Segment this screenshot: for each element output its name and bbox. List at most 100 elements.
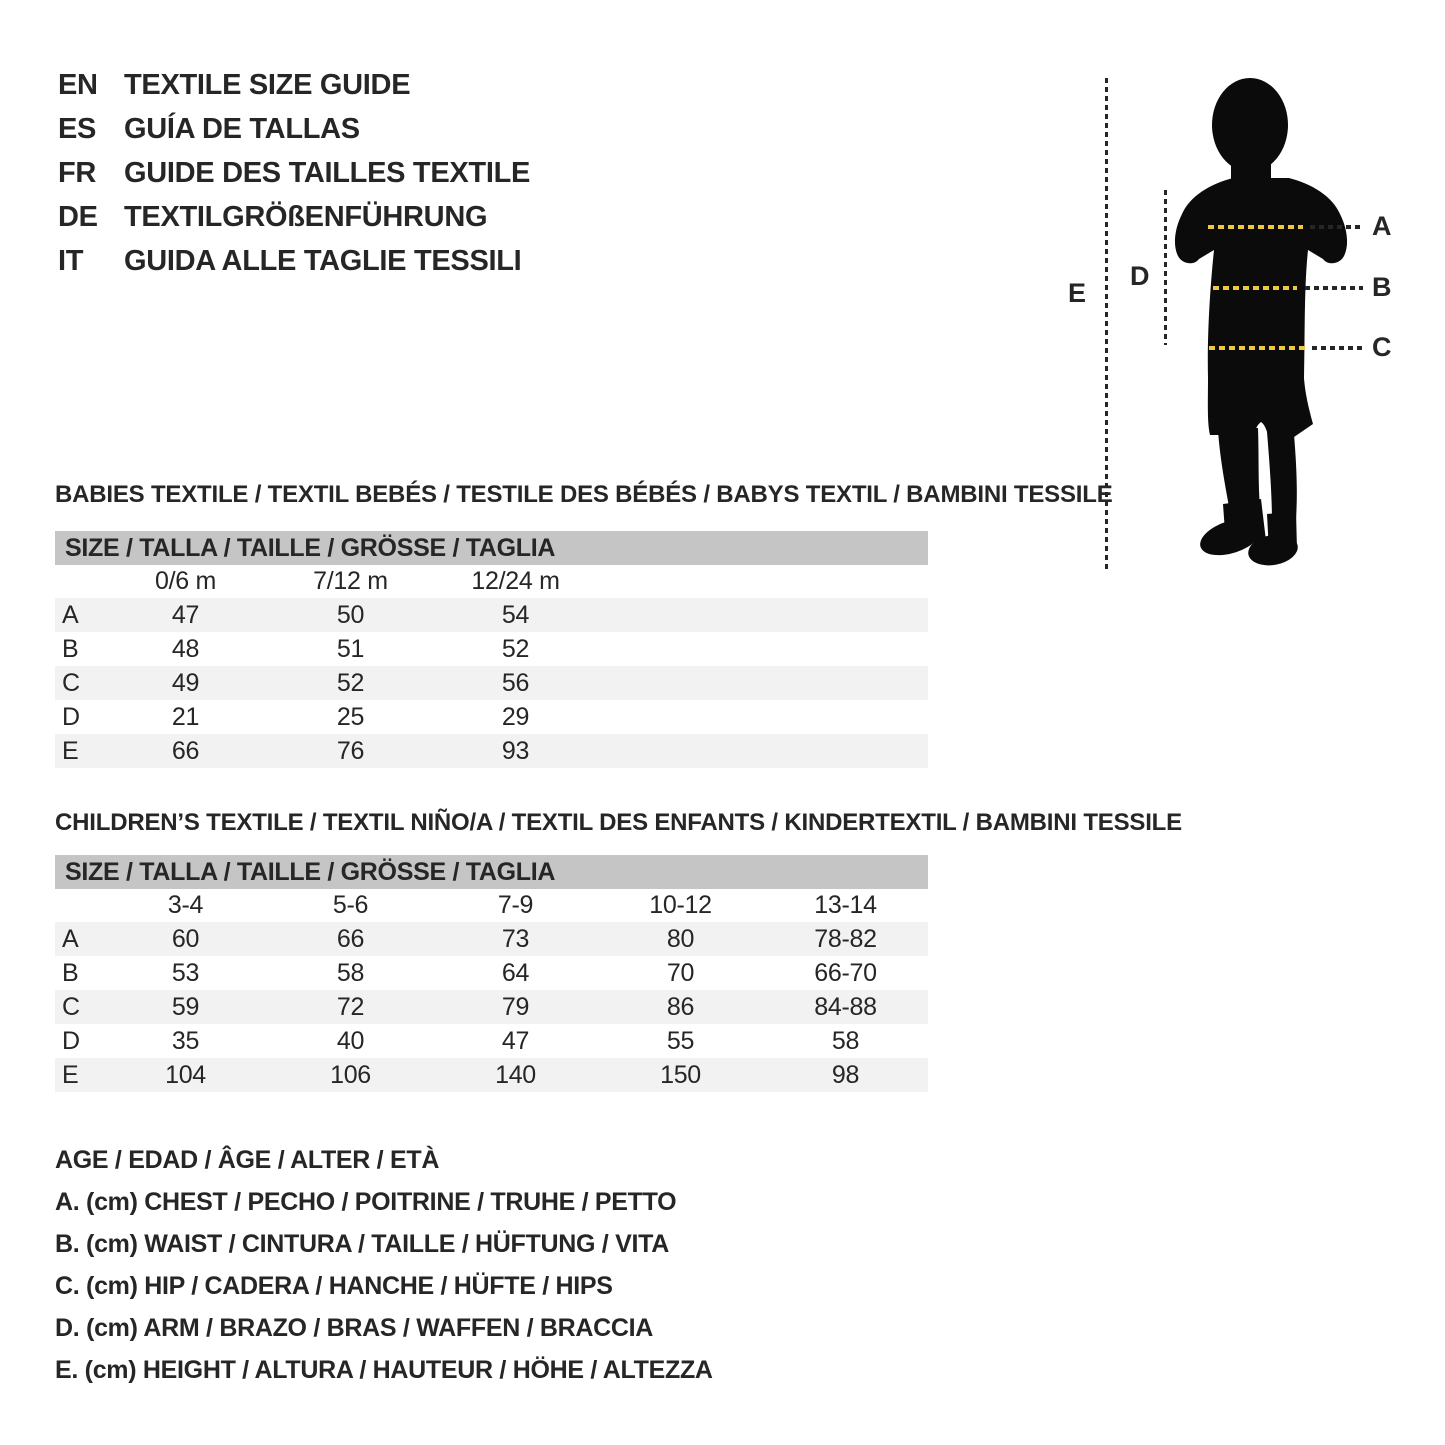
figure-label-d: D	[1130, 261, 1150, 291]
language-row: DE TEXTILGRÖßENFÜHRUNG	[58, 202, 530, 232]
legend-hip: C. (cm) HIP / CADERA / HANCHE / HÜFTE / …	[55, 1272, 613, 1300]
row-label: B	[62, 959, 79, 987]
row-label: D	[62, 703, 80, 731]
cell: 53	[171, 959, 200, 987]
column-header: 5-6	[332, 891, 369, 919]
language-code: ES	[58, 113, 97, 145]
waist-measure-line-b-accent	[1213, 286, 1297, 290]
corner-cell	[55, 889, 103, 922]
children-column-header-row: 3-4 5-6 7-9 10-12 13-14	[55, 889, 928, 922]
cell: 66	[171, 737, 200, 765]
cell: 51	[336, 635, 365, 663]
language-row: FR GUIDE DES TAILLES TEXTILE	[58, 158, 530, 188]
babies-section-title: BABIES TEXTILE / TEXTIL BEBÉS / TESTILE …	[55, 481, 1113, 508]
language-title-list: EN TEXTILE SIZE GUIDE ES GUÍA DE TALLAS …	[58, 70, 530, 276]
child-silhouette	[1174, 78, 1348, 566]
table-row: B 48 51 52	[55, 632, 928, 666]
table-row: A 47 50 54	[55, 598, 928, 632]
cell: 78-82	[814, 925, 877, 953]
table-row: E 66 76 93	[55, 734, 928, 768]
babies-column-header-row: 0/6 m 7/12 m 12/24 m	[55, 565, 928, 598]
cell: 70	[666, 959, 695, 987]
size-header-band: SIZE / TALLA / TAILLE / GRÖSSE / TAGLIA	[55, 855, 928, 889]
row-label: C	[62, 993, 80, 1021]
height-measure-line-e	[1105, 78, 1108, 572]
cell: 106	[330, 1061, 371, 1089]
table-row: E 104 106 140 150 98	[55, 1058, 928, 1092]
cell: 84-88	[814, 993, 877, 1021]
cell: 40	[336, 1027, 365, 1055]
cell: 21	[171, 703, 200, 731]
column-header: 7/12 m	[313, 567, 388, 595]
cell: 80	[666, 925, 695, 953]
column-header: 0/6 m	[154, 567, 217, 595]
waist-measure-line-b	[1305, 286, 1363, 290]
row-label: B	[62, 635, 79, 663]
cell: 66	[336, 925, 365, 953]
children-size-table: SIZE / TALLA / TAILLE / GRÖSSE / TAGLIA …	[55, 855, 928, 1092]
measurement-legend: AGE / EDAD / ÂGE / ALTER / ETÀ A. (cm) C…	[55, 1145, 713, 1385]
cell: 55	[666, 1027, 695, 1055]
chest-measure-line-a-accent	[1208, 225, 1303, 229]
figure-label-b: B	[1372, 272, 1392, 302]
cell: 47	[171, 601, 200, 629]
table-row: A 60 66 73 80 78-82	[55, 922, 928, 956]
cell: 52	[501, 635, 530, 663]
column-header: 3-4	[167, 891, 204, 919]
size-header-band: SIZE / TALLA / TAILLE / GRÖSSE / TAGLIA	[55, 531, 928, 565]
row-label: A	[62, 601, 79, 629]
language-code: EN	[58, 69, 98, 101]
cell: 86	[666, 993, 695, 1021]
cell: 25	[336, 703, 365, 731]
row-label: D	[62, 1027, 80, 1055]
cell: 35	[171, 1027, 200, 1055]
guide-title: GUÍA DE TALLAS	[124, 113, 360, 145]
cell: 72	[336, 993, 365, 1021]
language-row: IT GUIDA ALLE TAGLIE TESSILI	[58, 246, 530, 276]
hip-measure-line-c	[1312, 346, 1364, 350]
table-row: D 21 25 29	[55, 700, 928, 734]
guide-title: TEXTILGRÖßENFÜHRUNG	[124, 201, 488, 233]
cell: 54	[501, 601, 530, 629]
corner-cell	[55, 565, 103, 598]
language-row: ES GUÍA DE TALLAS	[58, 114, 530, 144]
column-header: 7-9	[497, 891, 534, 919]
cell: 60	[171, 925, 200, 953]
column-header: 12/24 m	[471, 567, 560, 595]
cell: 64	[501, 959, 530, 987]
cell: 49	[171, 669, 200, 697]
language-row: EN TEXTILE SIZE GUIDE	[58, 70, 530, 100]
cell: 93	[501, 737, 530, 765]
cell: 47	[501, 1027, 530, 1055]
cell: 48	[171, 635, 200, 663]
legend-age: AGE / EDAD / ÂGE / ALTER / ETÀ	[55, 1146, 440, 1174]
figure-label-a: A	[1372, 211, 1392, 241]
legend-arm: D. (cm) ARM / BRAZO / BRAS / WAFFEN / BR…	[55, 1314, 654, 1342]
table-row: B 53 58 64 70 66-70	[55, 956, 928, 990]
cell: 140	[495, 1061, 536, 1089]
cell: 29	[501, 703, 530, 731]
table-row: D 35 40 47 55 58	[55, 1024, 928, 1058]
figure-label-c: C	[1372, 332, 1392, 362]
figure-label-e: E	[1068, 278, 1087, 308]
cell: 58	[831, 1027, 860, 1055]
language-code: IT	[58, 245, 84, 277]
babies-size-table: SIZE / TALLA / TAILLE / GRÖSSE / TAGLIA …	[55, 531, 928, 768]
cell: 79	[501, 993, 530, 1021]
row-label: A	[62, 925, 79, 953]
row-label: E	[62, 1061, 79, 1089]
cell: 56	[501, 669, 530, 697]
cell: 104	[165, 1061, 206, 1089]
table-row: C 59 72 79 86 84-88	[55, 990, 928, 1024]
cell: 50	[336, 601, 365, 629]
cell: 76	[336, 737, 365, 765]
chest-measure-line-a	[1310, 225, 1364, 229]
cell: 59	[171, 993, 200, 1021]
legend-chest: A. (cm) CHEST / PECHO / POITRINE / TRUHE…	[55, 1188, 677, 1216]
column-header: 13-14	[814, 891, 877, 919]
row-label: C	[62, 669, 80, 697]
table-row: C 49 52 56	[55, 666, 928, 700]
language-code: FR	[58, 157, 97, 189]
arm-measure-line-d	[1164, 190, 1167, 345]
